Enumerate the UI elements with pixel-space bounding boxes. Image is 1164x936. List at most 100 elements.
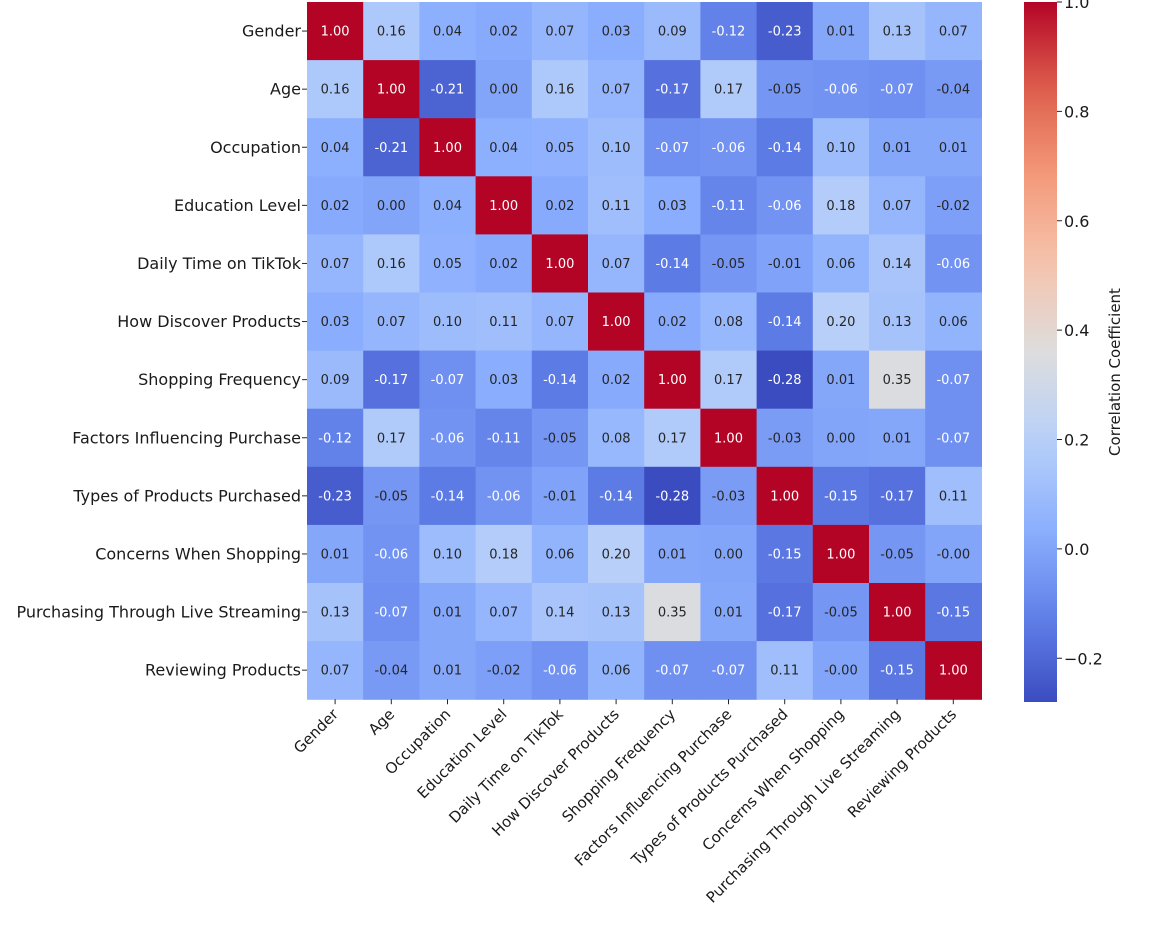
cell-value-label: -0.11 xyxy=(487,431,521,446)
heatmap-cell xyxy=(700,2,758,61)
colorbar-tick-label: 0.4 xyxy=(1064,321,1089,340)
cell-value-label: 0.10 xyxy=(602,141,631,156)
colorbar-tick-label: 0.6 xyxy=(1064,212,1089,231)
cell-value-label: 0.16 xyxy=(321,83,350,98)
heatmap-cell xyxy=(531,524,589,584)
y-tick-label: Purchasing Through Live Streaming xyxy=(17,603,301,622)
cell-value-label: 0.35 xyxy=(658,606,687,621)
cell-value-label: -0.15 xyxy=(936,606,970,621)
cell-value-label: 0.01 xyxy=(883,431,912,446)
heatmap-cell xyxy=(644,60,701,119)
cell-value-label: 0.16 xyxy=(545,83,574,98)
heatmap-cell xyxy=(644,292,701,352)
heatmap-cell xyxy=(419,408,477,468)
cell-value-label: 0.10 xyxy=(433,315,462,330)
cell-value-label: -0.12 xyxy=(712,25,746,40)
cell-value-label: 1.00 xyxy=(489,199,518,214)
heatmap-cell xyxy=(363,466,420,526)
heatmap-cell xyxy=(475,234,533,294)
cell-value-label: -0.07 xyxy=(431,373,465,388)
heatmap-cell xyxy=(812,583,870,642)
cell-value-label: 1.00 xyxy=(883,606,912,621)
y-tick-label: Daily Time on TikTok xyxy=(137,254,302,273)
y-tick-label: Age xyxy=(270,80,301,99)
heatmap-cell xyxy=(644,583,701,642)
heatmap-cell xyxy=(588,466,645,526)
heatmap-cell xyxy=(363,60,420,119)
heatmap-cell xyxy=(419,2,477,61)
cell-value-label: 0.03 xyxy=(602,25,631,40)
heatmap-cell xyxy=(925,466,982,526)
cell-value-label: 0.07 xyxy=(939,25,968,40)
cell-value-label: 1.00 xyxy=(433,141,462,156)
heatmap-cell xyxy=(812,466,870,526)
cell-value-label: 0.07 xyxy=(545,25,574,40)
heatmap-cell xyxy=(925,350,982,410)
heatmap-cell xyxy=(419,234,477,294)
heatmap-cell xyxy=(475,641,533,700)
cell-value-label: -0.23 xyxy=(318,489,352,504)
cell-value-label: -0.17 xyxy=(880,489,914,504)
cell-value-label: 1.00 xyxy=(377,83,406,98)
heatmap-cell xyxy=(419,524,477,584)
heatmap-cell xyxy=(475,466,533,526)
heatmap-cell xyxy=(869,292,926,352)
cell-value-label: 0.13 xyxy=(321,606,350,621)
heatmap-cell xyxy=(419,118,477,177)
heatmap-cell xyxy=(756,60,814,119)
heatmap-cell xyxy=(307,641,364,700)
cell-value-label: 0.03 xyxy=(321,315,350,330)
cell-value-label: -0.05 xyxy=(712,257,746,272)
cell-value-label: 0.00 xyxy=(826,431,855,446)
cell-value-label: 0.01 xyxy=(433,606,462,621)
heatmap-cell xyxy=(756,292,814,352)
cell-value-label: 0.02 xyxy=(489,257,518,272)
heatmap-cell xyxy=(363,524,420,584)
heatmap-cell xyxy=(812,350,870,410)
cell-value-label: -0.07 xyxy=(936,431,970,446)
cell-value-label: -0.06 xyxy=(712,141,746,156)
heatmap-cell xyxy=(925,234,982,294)
cell-value-label: 0.01 xyxy=(658,547,687,562)
heatmap-cell xyxy=(700,583,758,642)
cell-value-label: 0.01 xyxy=(826,373,855,388)
heatmap-cell xyxy=(419,60,477,119)
x-tick-label: Reviewing Products xyxy=(844,705,960,821)
cell-value-label: 1.00 xyxy=(545,257,574,272)
heatmap-cell xyxy=(756,234,814,294)
heatmap-cell xyxy=(756,350,814,410)
cell-value-label: 1.00 xyxy=(658,373,687,388)
heatmap-cell xyxy=(869,234,926,294)
colorbar-tick-label: −0.2 xyxy=(1064,649,1103,668)
cell-value-label: 0.04 xyxy=(321,141,350,156)
y-tick-label: Occupation xyxy=(210,138,301,157)
cell-value-label: 0.01 xyxy=(883,141,912,156)
cell-value-label: 0.07 xyxy=(545,315,574,330)
cell-value-label: 0.00 xyxy=(489,83,518,98)
cell-value-label: 0.07 xyxy=(602,83,631,98)
cell-value-label: -0.02 xyxy=(936,199,970,214)
cell-value-label: 0.04 xyxy=(489,141,518,156)
cell-value-label: -0.06 xyxy=(431,431,465,446)
heatmap-cell xyxy=(588,176,645,235)
heatmap-cell xyxy=(812,60,870,119)
heatmap-cell xyxy=(756,176,814,235)
cell-value-label: 1.00 xyxy=(770,489,799,504)
cell-value-label: -0.01 xyxy=(543,489,577,504)
cell-value-label: -0.04 xyxy=(936,83,970,98)
cell-value-label: 0.10 xyxy=(826,141,855,156)
cell-value-label: 0.09 xyxy=(321,373,350,388)
heatmap-cell xyxy=(644,641,701,700)
cell-value-label: 0.02 xyxy=(658,315,687,330)
heatmap-cell xyxy=(869,176,926,235)
cell-value-label: -0.11 xyxy=(712,199,746,214)
heatmap-cell xyxy=(363,583,420,642)
heatmap-cell xyxy=(531,641,589,700)
cell-value-label: 0.07 xyxy=(321,664,350,679)
heatmap-cell xyxy=(925,408,982,468)
heatmap-cell xyxy=(869,466,926,526)
y-tick-label: Factors Influencing Purchase xyxy=(72,428,301,447)
cell-value-label: -0.00 xyxy=(936,547,970,562)
heatmap-cell xyxy=(869,118,926,177)
